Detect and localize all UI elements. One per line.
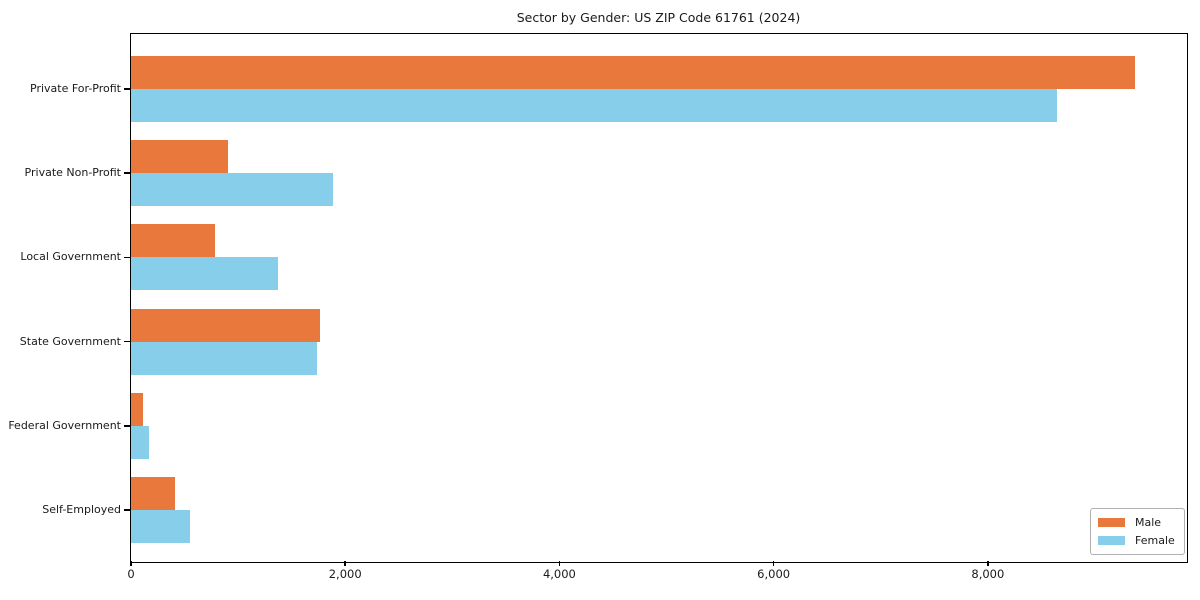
- bar-female-5: [131, 510, 191, 543]
- y-axis-tick: [124, 425, 130, 427]
- x-axis-tick: [344, 561, 346, 566]
- legend-swatch-male: [1098, 518, 1125, 527]
- bar-male-3: [131, 308, 320, 342]
- x-axis-tick: [130, 561, 132, 566]
- x-axis-tick: [772, 561, 775, 566]
- legend: Male Female: [1090, 508, 1185, 555]
- y-axis-label: Federal Government: [8, 418, 121, 432]
- bar-female-3: [131, 341, 317, 375]
- y-axis-label: Local Government: [20, 250, 121, 264]
- chart-title: Sector by Gender: US ZIP Code 61761 (202…: [516, 10, 801, 25]
- x-axis-tick-label: 6,000: [757, 567, 791, 581]
- x-axis-tick-label: 4,000: [542, 567, 576, 581]
- x-axis-tick: [987, 561, 989, 566]
- bar-male-5: [131, 477, 175, 510]
- y-axis-tick: [124, 256, 130, 259]
- legend-label: Male: [1135, 516, 1162, 529]
- legend-label: Female: [1135, 534, 1175, 547]
- plot-area: [131, 34, 1186, 561]
- x-axis-tick: [558, 561, 561, 566]
- y-axis-tick: [124, 340, 130, 343]
- y-axis-tick: [124, 172, 130, 174]
- y-axis-label: State Government: [19, 334, 121, 348]
- y-axis-tick: [124, 509, 130, 511]
- legend-item-male: Male: [1098, 516, 1177, 529]
- bar-male-1: [131, 140, 228, 174]
- legend-item-female: Female: [1098, 534, 1177, 547]
- x-axis-tick-label: 0: [127, 567, 135, 581]
- y-axis-label: Private Non-Profit: [24, 166, 121, 180]
- x-axis-tick-label: 8,000: [971, 567, 1005, 581]
- y-axis-label: Self-Employed: [42, 503, 121, 516]
- bar-female-2: [131, 257, 278, 291]
- y-axis-label: Private For-Profit: [30, 82, 121, 95]
- bar-female-0: [131, 89, 1057, 122]
- x-axis-tick-label: 2,000: [328, 567, 362, 581]
- bar-male-2: [131, 224, 216, 258]
- bar-male-4: [131, 392, 144, 426]
- bar-female-4: [131, 425, 149, 459]
- legend-swatch-female: [1098, 536, 1125, 545]
- bar-male-0: [131, 56, 1135, 89]
- y-axis-tick: [124, 88, 130, 90]
- bar-female-1: [131, 173, 333, 207]
